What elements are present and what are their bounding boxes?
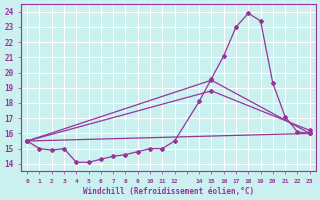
X-axis label: Windchill (Refroidissement éolien,°C): Windchill (Refroidissement éolien,°C) <box>83 187 254 196</box>
